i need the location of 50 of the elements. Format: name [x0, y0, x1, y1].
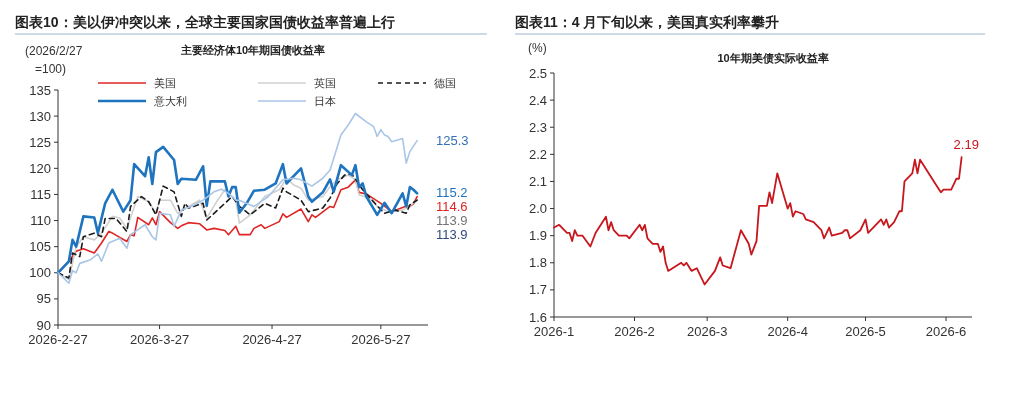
y-tick-label: 95 [36, 291, 51, 307]
y-tick-label: 125 [29, 134, 51, 150]
y-tick-label: 2.4 [528, 92, 547, 108]
y-tick-label: 115 [30, 186, 51, 202]
chart-title: 图表10：美以伊冲突以来，全球主要国家国债收益率普遍上行 [15, 14, 395, 30]
y-tick-label: 90 [36, 317, 51, 333]
chart-subtitle: 主要经济体10年期国债收益率 [179, 44, 326, 56]
legend-label: 意大利 [153, 95, 187, 107]
y-tick-label: 1.7 [528, 282, 547, 298]
y-tick-label: 100 [29, 265, 51, 281]
y-tick-label: 105 [29, 239, 51, 255]
y-tick-label: 1.8 [528, 255, 547, 271]
annotation: 125.3 [436, 132, 469, 148]
y-axis-title: (2026/2/27=100) [25, 44, 83, 76]
line-series [56, 145, 419, 275]
y-tick-label: 2.5 [528, 65, 547, 81]
annotation: 115.2 [436, 185, 468, 201]
x-tick-label: 2026-4 [767, 324, 808, 339]
y-tick-label: 2.3 [528, 119, 547, 135]
y-tick-label: 2.1 [528, 173, 547, 189]
y-tick-label: 120 [29, 160, 51, 176]
x-tick-label: 2026-4-27 [242, 332, 302, 347]
y-axis-title: (%) [528, 41, 547, 55]
y-tick-label: 135 [29, 82, 51, 98]
y-tick-label: 110 [30, 213, 51, 229]
x-tick-label: 2026-3-27 [129, 332, 190, 347]
annotation: 114.6 [436, 199, 468, 215]
y-tick-label: 2.2 [528, 146, 547, 162]
annotation: 113.9 [436, 227, 468, 243]
legend-label: 英国 [314, 77, 336, 89]
y-tick-label: 1.6 [528, 309, 547, 325]
x-tick-label: 2026-5 [845, 324, 886, 339]
x-tick-label: 2026-1 [533, 324, 575, 339]
line-series [553, 156, 963, 286]
x-tick-label: 2026-6 [925, 324, 967, 339]
y-tick-label: 1.9 [528, 228, 547, 244]
x-tick-label: 2026-2 [614, 324, 655, 339]
annotation: 113.9 [436, 213, 468, 229]
legend-label: 美国 [154, 77, 176, 89]
legend-label: 德国 [434, 77, 456, 89]
annotation: 2.19 [953, 137, 979, 153]
x-tick-label: 2026-5-27 [351, 332, 411, 347]
chart-title: 图表11：4 月下旬以来，美国真实利率攀升 [515, 14, 780, 30]
legend-label: 日本 [314, 95, 336, 107]
x-tick-label: 2026-3 [686, 324, 728, 339]
x-tick-label: 2026-2-27 [28, 332, 88, 347]
y-tick-label: 2.0 [528, 201, 547, 217]
chart-subtitle: 10年期美债实际收益率 [717, 52, 829, 64]
y-tick-label: 130 [29, 108, 51, 124]
line-series [57, 112, 418, 285]
